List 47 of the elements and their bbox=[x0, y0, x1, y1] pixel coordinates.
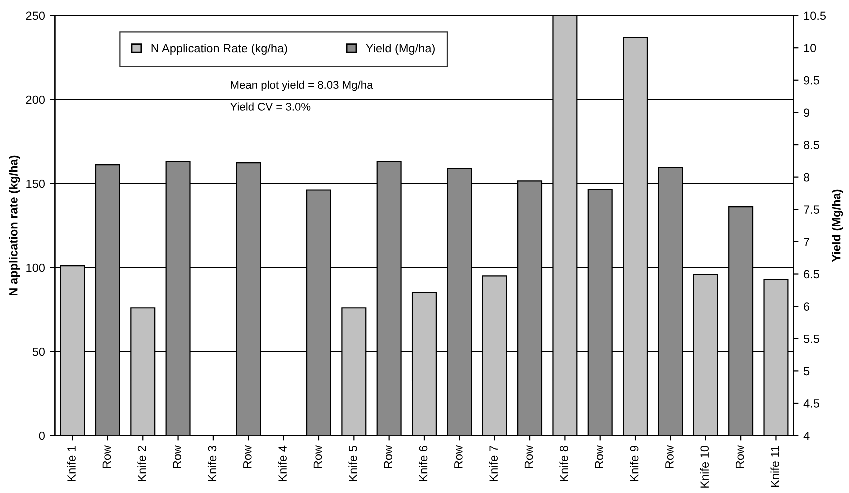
annotation: Mean plot yield = 8.03 Mg/ha bbox=[231, 80, 374, 92]
y2-tick-label: 10.5 bbox=[804, 12, 826, 20]
x-tick-label: Row bbox=[244, 446, 252, 468]
y2-tick-label: 7 bbox=[804, 238, 810, 246]
y2-tick-label: 10 bbox=[804, 44, 816, 52]
x-tick-label: Knife 5 bbox=[348, 446, 358, 482]
x-tick-label: Row bbox=[666, 446, 674, 468]
y2-tick-label: 6 bbox=[804, 302, 810, 311]
y2-tick-label: 6.5 bbox=[804, 270, 820, 279]
y2-axis-title: Yield (Mg/ha) bbox=[832, 190, 844, 262]
y-tick-label: 150 bbox=[26, 180, 46, 188]
y2-tick-label: 7.5 bbox=[804, 206, 820, 214]
x-tick-label: Knife 6 bbox=[418, 446, 428, 482]
y2-tick-label: 9.5 bbox=[804, 76, 820, 85]
y-tick-label: 100 bbox=[26, 264, 46, 272]
x-tick-label: Row bbox=[384, 446, 392, 468]
y2-tick-label: 9 bbox=[804, 108, 810, 118]
x-tick-label: Knife 4 bbox=[278, 446, 287, 482]
x-tick-label: Knife 7 bbox=[489, 446, 498, 482]
x-tick-label: Knife 10 bbox=[700, 446, 710, 488]
legend-label: Yield (Mg/ha) bbox=[366, 44, 435, 55]
y-tick-label: 0 bbox=[39, 432, 45, 440]
x-tick-label: Row bbox=[454, 446, 463, 468]
x-tick-label: Knife 9 bbox=[630, 446, 639, 482]
x-tick-label: Row bbox=[173, 446, 182, 468]
annotation: Yield CV = 3.0% bbox=[230, 102, 311, 111]
x-tick-label: Row bbox=[314, 446, 322, 468]
y2-tick-label: 4.5 bbox=[804, 400, 820, 408]
y-axis-title: N application rate (kg/ha) bbox=[9, 156, 20, 296]
y2-tick-label: 5.5 bbox=[804, 335, 820, 344]
x-tick-label: Knife 3 bbox=[208, 446, 217, 482]
x-tick-label: Knife 2 bbox=[138, 446, 146, 482]
x-tick-label: Row bbox=[595, 446, 604, 468]
x-tick-label: Row bbox=[102, 446, 112, 468]
x-tick-label: Knife 11 bbox=[770, 446, 780, 488]
y2-tick-label: 8.5 bbox=[804, 141, 820, 150]
y-tick-label: 200 bbox=[26, 96, 46, 104]
x-tick-label: Row bbox=[524, 446, 534, 468]
y2-tick-label: 5 bbox=[804, 367, 810, 376]
x-tick-label: Knife 8 bbox=[560, 446, 568, 482]
x-tick-label: Row bbox=[736, 446, 744, 468]
y-tick-label: 50 bbox=[32, 348, 45, 356]
legend-label: N Application Rate (kg/ha) bbox=[152, 44, 288, 55]
y-tick-label: 250 bbox=[26, 12, 46, 20]
y2-tick-label: 4 bbox=[804, 432, 810, 440]
x-tick-label: Knife 1 bbox=[67, 446, 76, 482]
y2-tick-label: 8 bbox=[804, 173, 810, 182]
